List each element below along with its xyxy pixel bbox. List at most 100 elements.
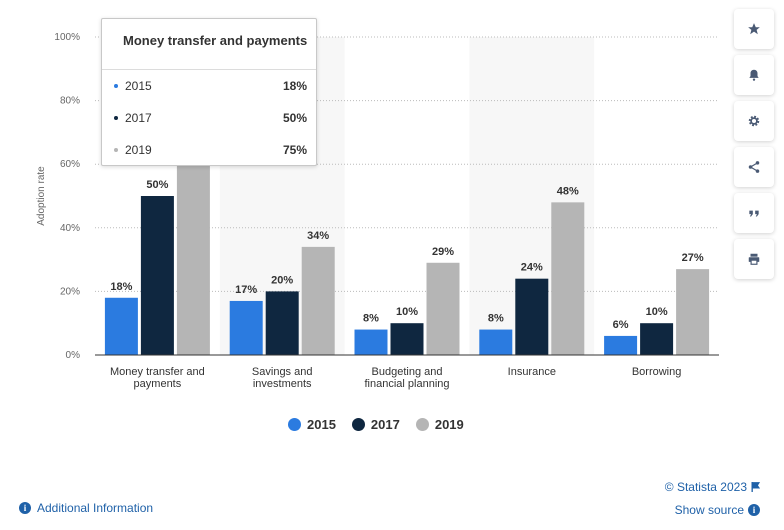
bar-2017: [640, 323, 674, 355]
copyright[interactable]: © Statista 2023: [665, 480, 760, 494]
y-tick-label: 0%: [66, 350, 81, 361]
tooltip-series-name: 2015: [125, 79, 152, 93]
chart-legend: 2015 2017 2019: [288, 417, 464, 432]
category-label-line: payments: [134, 378, 182, 390]
print-button[interactable]: [734, 239, 774, 279]
value-label: 8%: [363, 313, 379, 325]
tooltip-value: 18%: [282, 79, 307, 93]
tooltip-value: 75%: [282, 143, 307, 157]
category-label: Borrowing: [632, 366, 682, 378]
bell-icon: [749, 69, 759, 81]
bar-2015: [479, 329, 513, 355]
category-label-line: investments: [253, 378, 312, 390]
legend-item-2015[interactable]: 2015: [288, 417, 336, 432]
y-tick-label: 60%: [60, 159, 80, 170]
bar-2017: [265, 291, 299, 355]
legend-dot: [415, 418, 429, 431]
value-label: 10%: [646, 306, 668, 318]
tooltip-series-name: 2017: [125, 111, 152, 125]
show-source-link[interactable]: Show source i: [675, 503, 760, 517]
legend-dot: [351, 418, 365, 431]
gear-icon: [748, 115, 760, 127]
bar-2015: [104, 297, 138, 355]
tooltip-series-name: 2019: [125, 143, 152, 157]
value-label: 20%: [271, 274, 293, 286]
share-icon: [748, 161, 760, 173]
category-label-line: Budgeting and: [372, 366, 443, 378]
y-tick-label: 40%: [60, 223, 80, 234]
favorite-button[interactable]: [734, 9, 774, 49]
value-label: 34%: [307, 230, 329, 242]
bar-2019: [676, 269, 710, 355]
settings-button[interactable]: [734, 101, 774, 141]
bar-2015: [604, 335, 638, 355]
show-source-text: Show source: [674, 503, 744, 517]
value-label: 6%: [613, 319, 629, 331]
category-label: Money transfer and payments: [110, 366, 205, 390]
legend-dot: [288, 418, 301, 431]
value-label: 24%: [521, 262, 543, 274]
y-axis-title: Adoption rate: [36, 166, 47, 226]
bar-2015: [229, 300, 263, 355]
notification-button[interactable]: [734, 55, 774, 95]
category-label: Savings and investments: [252, 366, 313, 390]
flag-icon: [751, 482, 760, 492]
cite-button[interactable]: [734, 193, 774, 233]
value-label: 18%: [110, 281, 132, 293]
category-label: Budgeting and financial planning: [364, 366, 449, 390]
tooltip-divider: [102, 69, 316, 70]
additional-information-link[interactable]: i Additional Information: [19, 501, 153, 515]
category-label-line: Money transfer and: [110, 366, 205, 378]
series-bullet-2019: [114, 148, 118, 152]
category-label-line: financial planning: [364, 378, 449, 390]
series-bullet-2015: [114, 84, 118, 88]
tooltip-row: 2017 50%: [102, 102, 316, 134]
value-label: 48%: [557, 185, 579, 197]
grid-lines: [95, 36, 719, 292]
bar-chart: 0% 20% 40% 60% 80% 100% Adoption rate 18% 17% 8…: [36, 32, 719, 390]
value-label: 10%: [396, 306, 418, 318]
value-label: 8%: [488, 313, 504, 325]
value-label: 29%: [432, 246, 454, 258]
value-label: 17%: [235, 284, 257, 296]
series-bullet-2017: [114, 116, 118, 120]
tooltip: Money transfer and payments 2015 18% 201…: [101, 18, 317, 166]
share-button[interactable]: [734, 147, 774, 187]
tooltip-row: 2019 75%: [102, 134, 316, 166]
legend-label: 2015: [307, 417, 336, 432]
category-labels: Money transfer and payments Savings and inv…: [110, 366, 681, 390]
bar-2015: [354, 329, 388, 355]
tooltip-title: Money transfer and payments: [123, 33, 308, 48]
info-icon: i: [748, 504, 760, 516]
value-label: 50%: [146, 179, 168, 191]
bar-2019: [551, 202, 585, 355]
legend-item-2017[interactable]: 2017: [351, 417, 400, 432]
bar-2019: [301, 246, 335, 355]
bar-2017: [140, 196, 174, 355]
tooltip-value: 50%: [282, 111, 307, 125]
category-label: Insurance: [508, 366, 556, 378]
bar-2019: [426, 262, 460, 355]
bars: [104, 116, 710, 355]
info-icon: i: [19, 502, 31, 514]
star-icon: [748, 23, 760, 35]
quote-icon: [749, 210, 759, 217]
print-icon: [748, 253, 760, 265]
additional-information-text: Additional Information: [37, 501, 154, 515]
y-tick-label: 20%: [60, 286, 80, 297]
y-tick-label: 80%: [60, 96, 80, 107]
y-tick-label: 100%: [54, 32, 80, 43]
category-label-line: Borrowing: [632, 366, 682, 378]
bar-2017: [515, 278, 549, 355]
category-label-line: Savings and: [252, 366, 313, 378]
tooltip-row: 2015 18%: [102, 70, 316, 102]
legend-label: 2017: [370, 417, 400, 432]
copyright-text: © Statista 2023: [664, 480, 747, 494]
legend-label: 2019: [434, 417, 464, 432]
bar-2017: [390, 323, 424, 355]
legend-item-2019[interactable]: 2019: [415, 417, 464, 432]
sidebar-toolbar: [734, 9, 774, 285]
value-label: 27%: [682, 252, 704, 264]
category-label-line: Insurance: [508, 366, 556, 378]
y-tick-labels: 0% 20% 40% 60% 80% 100%: [54, 32, 80, 361]
